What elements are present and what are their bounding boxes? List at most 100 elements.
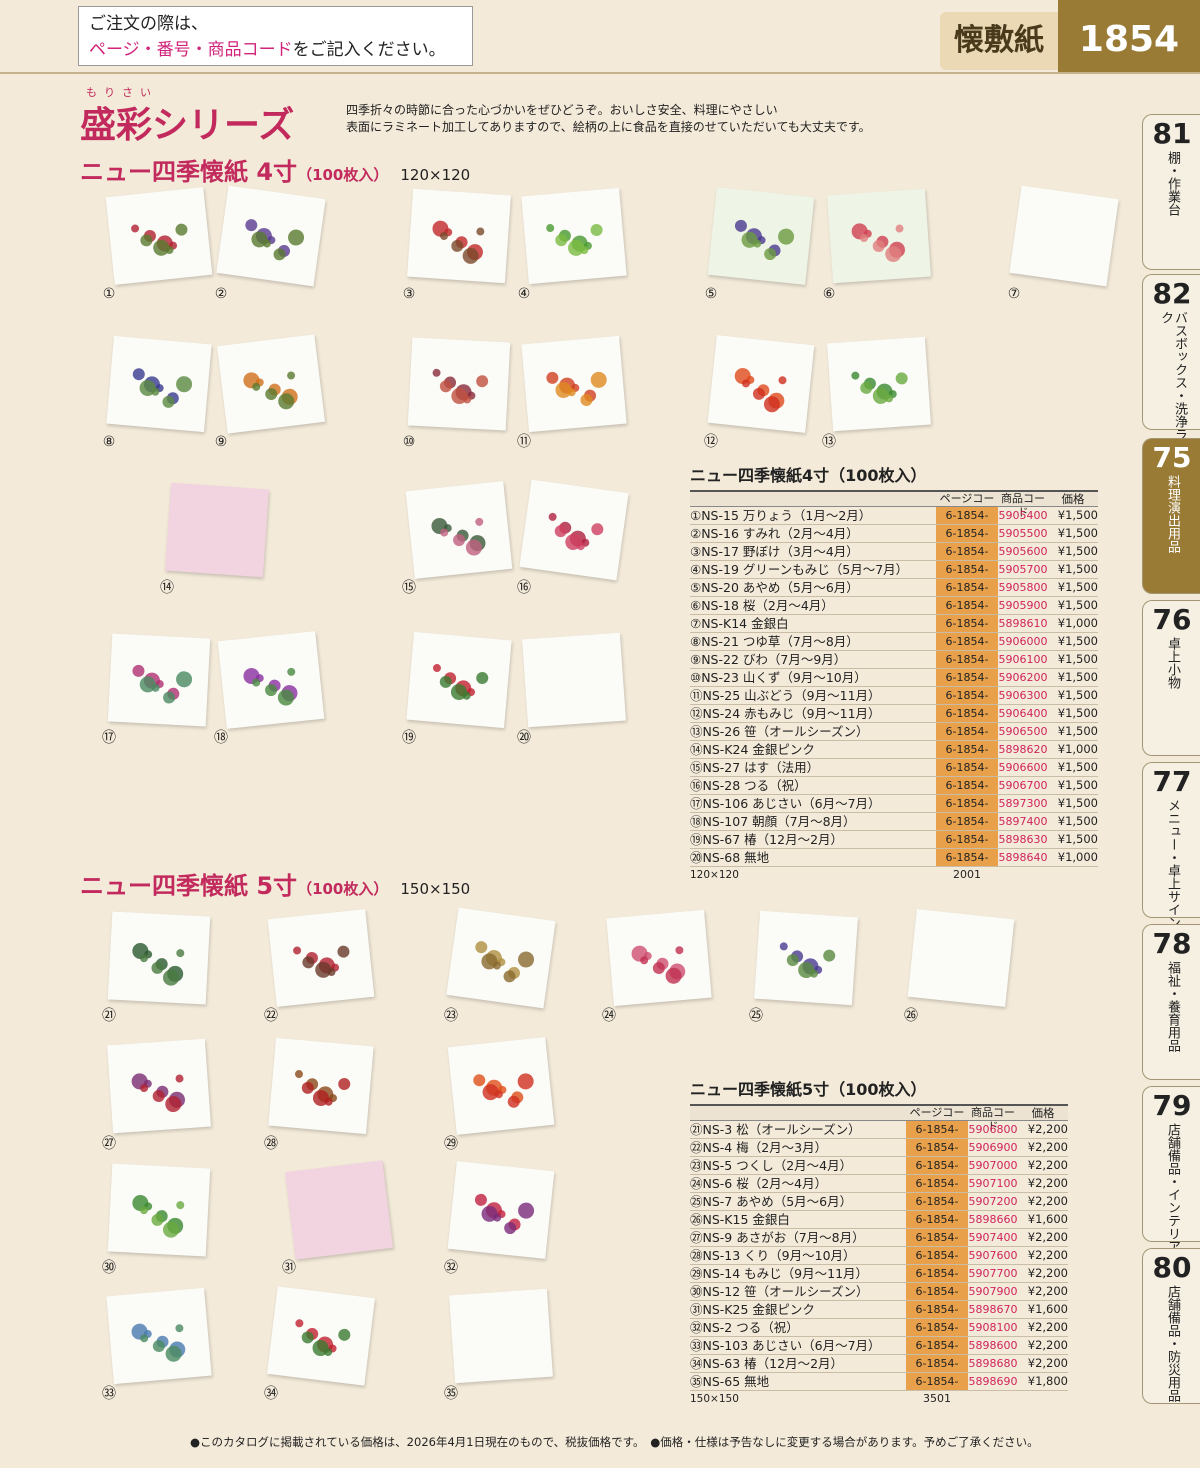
motif-dot <box>286 371 296 380</box>
page-code: 6-1854-2001 <box>936 849 998 881</box>
product-paper <box>165 482 269 578</box>
product-paper <box>105 187 213 285</box>
table-row: ㉞NS-63 椿（12月～2月） 6-1854-34015898680 ¥2,200 <box>690 1355 1068 1387</box>
product-name: ③NS-17 野ぼけ（3月～4月） <box>690 544 859 559</box>
motif-dot <box>474 1193 488 1207</box>
product-name: ⑱NS-107 朝顔（7月～8月） <box>690 814 856 829</box>
product-code: 5906300 <box>998 689 1048 702</box>
product-name: ⑳NS-68 無地 <box>690 850 770 865</box>
motif-dot <box>579 245 589 255</box>
header-divider <box>0 72 1200 74</box>
table-row: ⑭NS-K24 金銀ピンク 6-1854-14015898620 ¥1,000 <box>690 741 1098 773</box>
price: ¥2,200 <box>1027 1158 1068 1172</box>
side-tab-79[interactable]: 79 店舗備品・インテリア <box>1142 1086 1200 1253</box>
side-tab-80[interactable]: 80 店舗備品・防災用品 <box>1142 1248 1200 1404</box>
product-name: ㉙NS-14 もみじ（9月～11月） <box>690 1266 869 1281</box>
product-paper <box>521 187 627 285</box>
product-paper <box>107 1038 211 1134</box>
motif-dot <box>503 1221 517 1235</box>
table-row: ⑪NS-25 山ぶどう（9月～11月） 6-1854-11015906300 ¥1,… <box>690 687 1098 719</box>
table-row: ㉒NS-4 梅（2月～3月） 6-1854-22015906900 ¥2,200 <box>690 1139 1068 1171</box>
product-code: 5898690 <box>968 1375 1018 1388</box>
table-5sun-header: ページコード 商品コード 価格 <box>690 1104 1068 1133</box>
motif-dot <box>264 387 278 401</box>
section-5sun-title: ニュー四季懐紙 5寸（100枚入） 150×150 <box>80 866 470 901</box>
product-name: ⑩NS-23 山くず（9月～10月） <box>690 670 867 685</box>
price: ¥1,500 <box>1057 508 1098 522</box>
motif-dot <box>327 967 336 977</box>
product-paper <box>447 1161 555 1259</box>
header-price: 価格 <box>1031 1106 1055 1120</box>
motif-dot <box>859 233 869 243</box>
motif-dot <box>286 667 296 677</box>
page-code: 6-1854-1401 <box>936 741 998 773</box>
table-row: ㉑NS-3 松（オールシーズン） 6-1854-21015906800 ¥2,200 <box>690 1121 1068 1153</box>
motif-dot <box>851 371 860 380</box>
product-code: 5898610 <box>998 617 1048 630</box>
table-5sun-note: 150×150 <box>690 1393 739 1405</box>
table-4sun-title: ニュー四季懐紙4寸（100枚入） <box>690 466 927 485</box>
product-number: ㉔ <box>602 1008 616 1024</box>
product-code: 5906200 <box>998 671 1048 684</box>
product-name: ⑥NS-18 桜（2月～4月） <box>690 598 834 613</box>
price: ¥1,500 <box>1057 724 1098 738</box>
motif-dot <box>164 1095 182 1113</box>
side-tab-81[interactable]: 81 棚・作業台 <box>1142 114 1200 270</box>
header-price: 価格 <box>1061 492 1085 506</box>
product-name: ②NS-16 すみれ（2月～4月） <box>690 526 859 541</box>
price: ¥1,500 <box>1057 778 1098 792</box>
section-4sun-qty: （100枚入） <box>297 166 389 184</box>
series-description: 四季折々の時節に合った心づかいをぜひどうぞ。おいしさ安全、料理にやさしい 表面に… <box>346 102 906 136</box>
price: ¥1,500 <box>1057 526 1098 540</box>
motif-dot <box>462 247 480 265</box>
section-5sun-size: 150×150 <box>400 880 471 898</box>
side-tab-82[interactable]: 82 バスボックス・洗浄ラック <box>1142 274 1200 454</box>
motif-dot <box>175 1323 184 1333</box>
page-code: 6-1854-2601 <box>906 1211 968 1243</box>
product-paper <box>522 632 626 728</box>
product-number: ⑧ <box>102 434 116 450</box>
price: ¥2,200 <box>1027 1194 1068 1208</box>
price: ¥1,500 <box>1057 598 1098 612</box>
side-tab-label: 店舗備品・防災用品 <box>1165 1285 1180 1402</box>
product-number: ④ <box>517 286 531 302</box>
product-number: ㉜ <box>444 1260 458 1276</box>
side-tab-number: 77 <box>1152 765 1192 798</box>
side-tab-75[interactable]: 75 料理演出用品 <box>1142 438 1200 594</box>
price: ¥2,200 <box>1027 1284 1068 1298</box>
motif-dot <box>517 1201 535 1220</box>
side-tab-76[interactable]: 76 卓上小物 <box>1142 600 1200 756</box>
product-code: 5905500 <box>998 527 1048 540</box>
product-code: 5907700 <box>968 1267 1018 1280</box>
price: ¥2,200 <box>1027 1248 1068 1262</box>
product-paper <box>268 1037 374 1135</box>
motif-dot <box>741 379 751 388</box>
motif-dot <box>884 394 894 403</box>
motif-dot <box>294 1318 304 1328</box>
price: ¥1,500 <box>1057 796 1098 810</box>
product-number: ㉖ <box>904 1008 918 1024</box>
header-product-code: 商品コード <box>1001 492 1045 519</box>
side-tab-77[interactable]: 77 メニュー・卓上サイン <box>1142 762 1200 929</box>
table-row: ⑫NS-24 赤もみじ（9月～11月） 6-1854-12015906400 ¥1,… <box>690 705 1098 737</box>
side-tab-78[interactable]: 78 福祉・養育用品 <box>1142 924 1200 1080</box>
product-paper <box>907 909 1015 1007</box>
page-code: 6-1854-0401 <box>936 561 998 593</box>
product-paper <box>407 188 511 284</box>
page-code: 6-1854-1601 <box>936 777 998 809</box>
table-row: ㉛NS-K25 金銀ピンク 6-1854-31015898670 ¥1,600 <box>690 1301 1068 1333</box>
product-paper <box>107 911 211 1005</box>
series-ruby: もりさい <box>86 86 158 99</box>
product-code: 5908100 <box>968 1321 1018 1334</box>
table-row: ⑳NS-68 無地 6-1854-2001 5898640 ¥1,000 <box>690 849 1098 881</box>
product-code: 5907100 <box>968 1177 1018 1190</box>
table-row: ㉓NS-5 つくし（2月～4月） 6-1854-23015907000 ¥2,200 <box>690 1157 1068 1189</box>
product-paper <box>447 1037 555 1135</box>
motif-dot <box>152 1089 166 1103</box>
motif-dot <box>132 367 146 381</box>
table-5sun-body: ㉑NS-3 松（オールシーズン） 6-1854-21015906800 ¥2,200… <box>690 1121 1068 1405</box>
motif-dot <box>432 368 441 378</box>
section-4sun-size: 120×120 <box>400 166 471 184</box>
table-row: ②NS-16 すみれ（2月～4月） 6-1854-02015905500 ¥1,50… <box>690 525 1098 557</box>
category-label: 懐敷紙 <box>940 12 1058 70</box>
